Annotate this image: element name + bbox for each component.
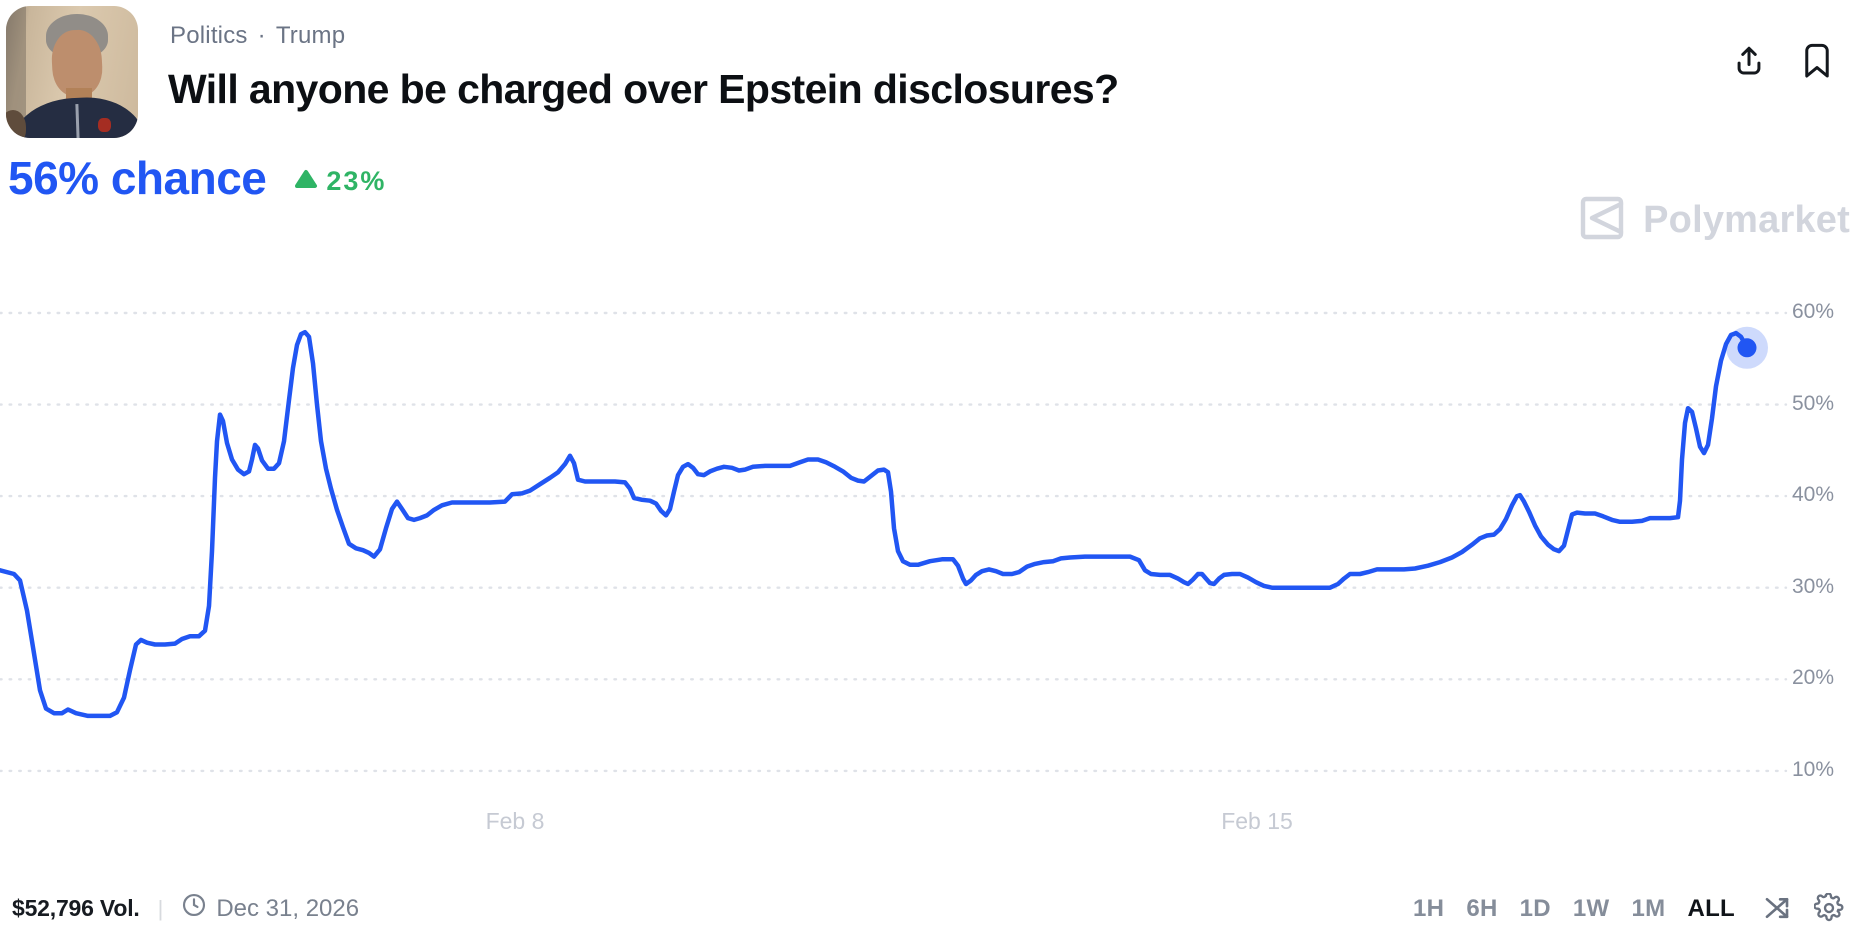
- chance-value: 56% chance: [8, 152, 267, 204]
- y-axis-tick: 30%: [1792, 574, 1835, 598]
- y-axis-tick: 60%: [1792, 300, 1835, 323]
- chart-controls: 1H 6H 1D 1W 1M ALL: [1404, 890, 1848, 928]
- timeframe-button-1m[interactable]: 1M: [1622, 891, 1674, 927]
- polymarket-logo-icon: [1577, 192, 1627, 249]
- timeframe-button-6h[interactable]: 6H: [1457, 891, 1506, 927]
- avatar-background: [6, 6, 26, 138]
- y-axis-tick: 20%: [1792, 666, 1835, 690]
- page-title: Will anyone be charged over Epstein disc…: [168, 66, 1119, 112]
- x-axis-tick: Feb 8: [485, 808, 545, 834]
- x-axis-tick: Feb 15: [1221, 808, 1293, 834]
- breadcrumb-subcategory[interactable]: Trump: [275, 22, 346, 49]
- breadcrumb: Politics · Trump: [170, 22, 345, 50]
- share-icon: [1732, 43, 1766, 79]
- gear-icon: [1813, 891, 1844, 926]
- price-change-badge: 23%: [294, 166, 386, 210]
- timeframe-button-1h[interactable]: 1H: [1404, 891, 1453, 927]
- y-axis-tick: 10%: [1792, 757, 1835, 781]
- chance-row: 56% chance 23%: [8, 146, 386, 210]
- avatar-emblem: [98, 118, 111, 132]
- clock-icon: [181, 892, 207, 925]
- market-avatar: [6, 6, 138, 138]
- polymarket-watermark: Polymarket: [1577, 192, 1850, 249]
- change-value: 23%: [326, 166, 387, 197]
- market-meta: $52,796 Vol. | Dec 31, 2026: [12, 892, 359, 925]
- meta-separator: |: [157, 895, 164, 921]
- timeframe-buttons: 1H 6H 1D 1W 1M ALL: [1404, 891, 1744, 927]
- timeframe-button-1d[interactable]: 1D: [1511, 891, 1560, 927]
- expand-icon: [1762, 893, 1792, 926]
- end-date: Dec 31, 2026: [181, 892, 359, 925]
- watermark-brand: Polymarket: [1643, 199, 1850, 241]
- end-date-text: Dec 31, 2026: [216, 894, 360, 922]
- share-button[interactable]: [1728, 40, 1770, 82]
- volume-label: $52,796 Vol.: [12, 895, 140, 921]
- bookmark-icon: [1802, 43, 1832, 79]
- expand-chart-button[interactable]: [1758, 890, 1796, 928]
- y-axis-tick: 40%: [1792, 483, 1835, 507]
- chart-settings-button[interactable]: [1810, 890, 1848, 928]
- y-axis-tick: 50%: [1792, 391, 1835, 415]
- timeframe-button-1w[interactable]: 1W: [1564, 891, 1619, 927]
- breadcrumb-separator: ·: [257, 22, 266, 49]
- breadcrumb-category[interactable]: Politics: [170, 22, 248, 49]
- bookmark-button[interactable]: [1796, 40, 1838, 82]
- arrow-up-icon: [294, 169, 318, 194]
- timeframe-button-all[interactable]: ALL: [1678, 891, 1744, 927]
- avatar-bystander: [6, 110, 26, 138]
